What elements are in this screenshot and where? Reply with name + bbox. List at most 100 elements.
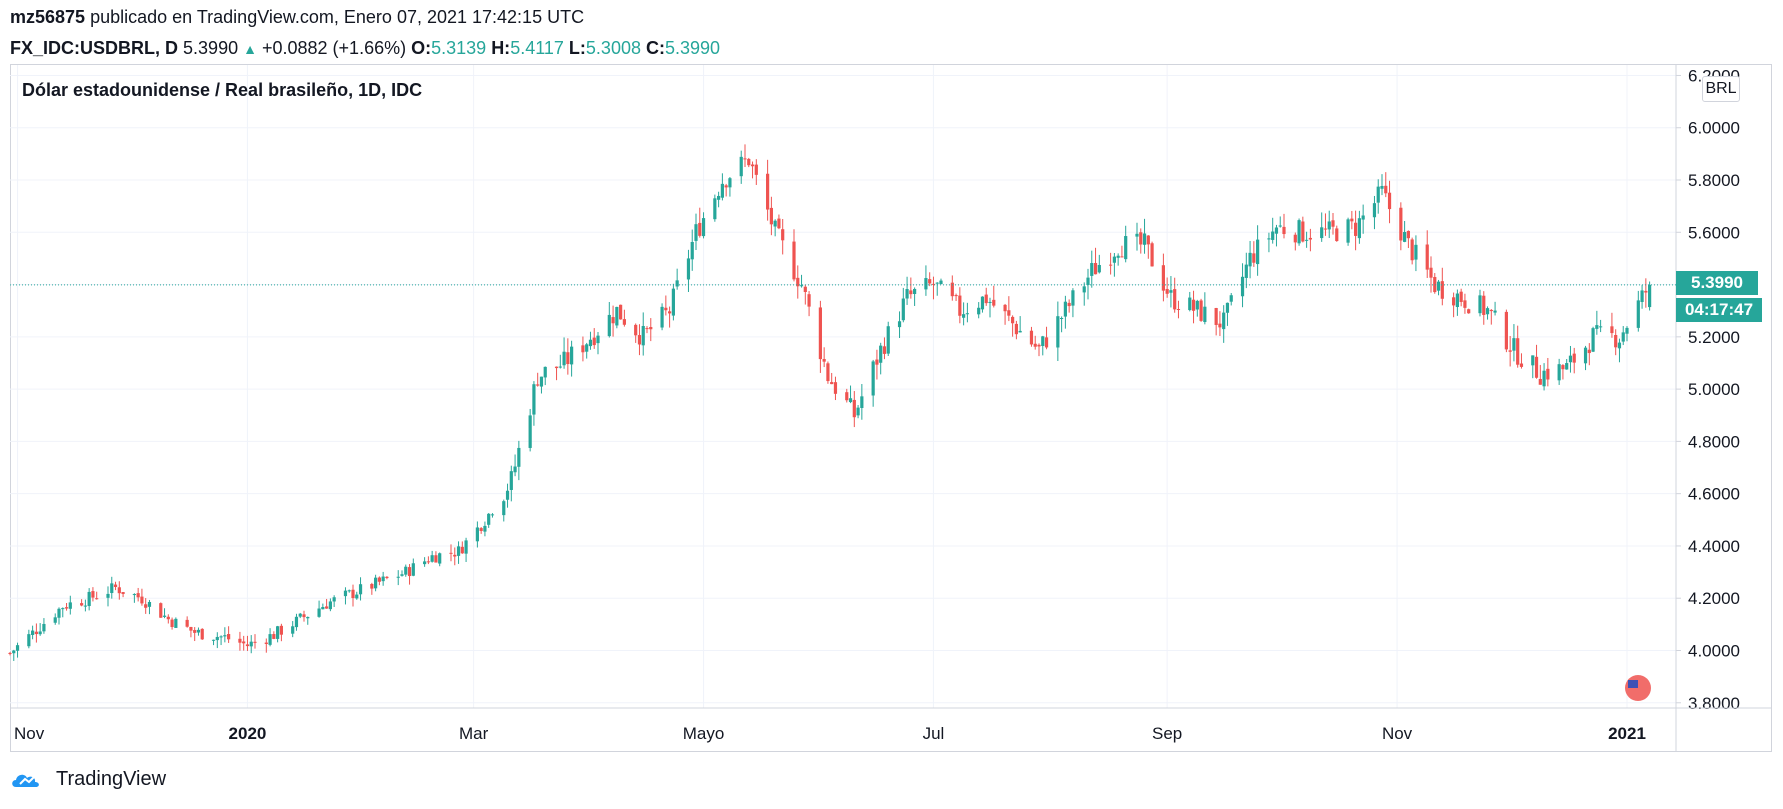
candle-body [724, 185, 728, 188]
candle-body [1203, 306, 1207, 323]
x-tick-label: 2021 [1608, 724, 1646, 743]
candle-body [1240, 276, 1245, 297]
candle-body [1214, 307, 1218, 325]
candle-body [1384, 185, 1388, 194]
candle-body [690, 242, 694, 260]
candle-body [136, 593, 140, 598]
candle-body [1082, 286, 1086, 293]
candle-body [479, 528, 483, 532]
candle-body [1463, 300, 1467, 308]
candle-body [637, 335, 642, 345]
candle-body [34, 631, 38, 635]
candle-body [1614, 334, 1618, 348]
candle-body [1583, 347, 1588, 364]
candle-body [298, 613, 302, 617]
candle-body [717, 195, 721, 200]
candle-body [144, 604, 148, 608]
y-tick-label: 5.8000 [1688, 171, 1740, 190]
candle-body [701, 218, 706, 237]
candle-body [1033, 343, 1037, 347]
close-label: C: [646, 38, 665, 58]
candle-body [1565, 363, 1569, 370]
author-name[interactable]: mz56875 [10, 7, 86, 27]
candle-body [728, 178, 732, 188]
published-text: publicado en TradingView.com, Enero 07, … [90, 7, 585, 27]
candle-body [1112, 256, 1116, 263]
candle-body [1222, 312, 1226, 330]
candle-body [396, 576, 400, 578]
candle-body [856, 407, 860, 416]
candle-body [807, 294, 811, 307]
candle-body [852, 399, 856, 418]
candle-body [426, 561, 430, 563]
candle-body [513, 466, 517, 473]
candle-body [61, 608, 65, 610]
candle-body [434, 555, 438, 563]
candle-body [992, 299, 996, 306]
x-tick-label: Nov [1382, 724, 1413, 743]
candle-body [460, 546, 464, 554]
candle-body [1308, 237, 1312, 240]
candle-body [743, 158, 747, 160]
candle-body [777, 218, 781, 229]
candle-body [1124, 236, 1128, 260]
candle-body [977, 307, 981, 315]
candle-body [528, 415, 532, 448]
currency-badge[interactable]: BRL [1702, 76, 1740, 102]
candle-body [449, 552, 453, 554]
candle-body [645, 328, 649, 330]
symbol-line: FX_IDC:USDBRL, D 5.3990 ▲ +0.0882 (+1.66… [10, 37, 720, 60]
candle-body [1617, 342, 1622, 349]
tradingview-logo[interactable]: TradingView [10, 768, 166, 791]
candle-body [965, 313, 969, 315]
candle-body [962, 314, 966, 318]
candle-body [1414, 244, 1418, 260]
candle-body [475, 527, 479, 542]
candle-body [1139, 232, 1143, 245]
candle-body [1097, 264, 1101, 273]
us-flag-event-icon [1625, 675, 1651, 701]
candle-body [566, 352, 570, 365]
candle-body [121, 592, 125, 594]
candle-body [355, 594, 359, 599]
y-tick-label: 6.0000 [1688, 119, 1740, 138]
candle-body [272, 634, 276, 639]
candle-body [935, 282, 939, 284]
candle-body [147, 601, 152, 607]
candle-body [1327, 221, 1331, 230]
candle-body [264, 642, 268, 644]
candle-body [106, 593, 110, 598]
candle-body [276, 626, 280, 639]
candle-body [1007, 310, 1011, 316]
candle-body [924, 278, 928, 290]
candle-body [950, 282, 954, 297]
candle-body [1135, 233, 1139, 237]
candle-body [1482, 295, 1486, 315]
candle-body [1508, 350, 1512, 352]
candle-body [1150, 243, 1154, 267]
candle-body [1644, 290, 1648, 293]
candle-body [1244, 264, 1248, 278]
candle-body [325, 606, 329, 609]
candle-body [649, 327, 653, 330]
candle-body [754, 164, 758, 175]
candle-body [1252, 253, 1256, 263]
candle-body [588, 339, 593, 347]
candle-body [1399, 207, 1403, 241]
candle-body [1357, 218, 1361, 239]
candle-body [407, 567, 412, 577]
candle-body [694, 224, 698, 241]
candle-body [1161, 265, 1165, 291]
candle-body [1485, 308, 1490, 315]
candle-body [675, 280, 679, 287]
x-tick-label: 2020 [229, 724, 267, 743]
candle-body [1425, 244, 1429, 270]
candle-body [404, 566, 408, 575]
candle-body [901, 298, 905, 321]
candle-body [1561, 365, 1565, 370]
chart-title: Dólar estadounidense / Real brasileño, 1… [22, 80, 423, 100]
candle-body [464, 540, 468, 554]
candle-body [1380, 185, 1384, 189]
high-value: 5.4117 [510, 38, 564, 58]
